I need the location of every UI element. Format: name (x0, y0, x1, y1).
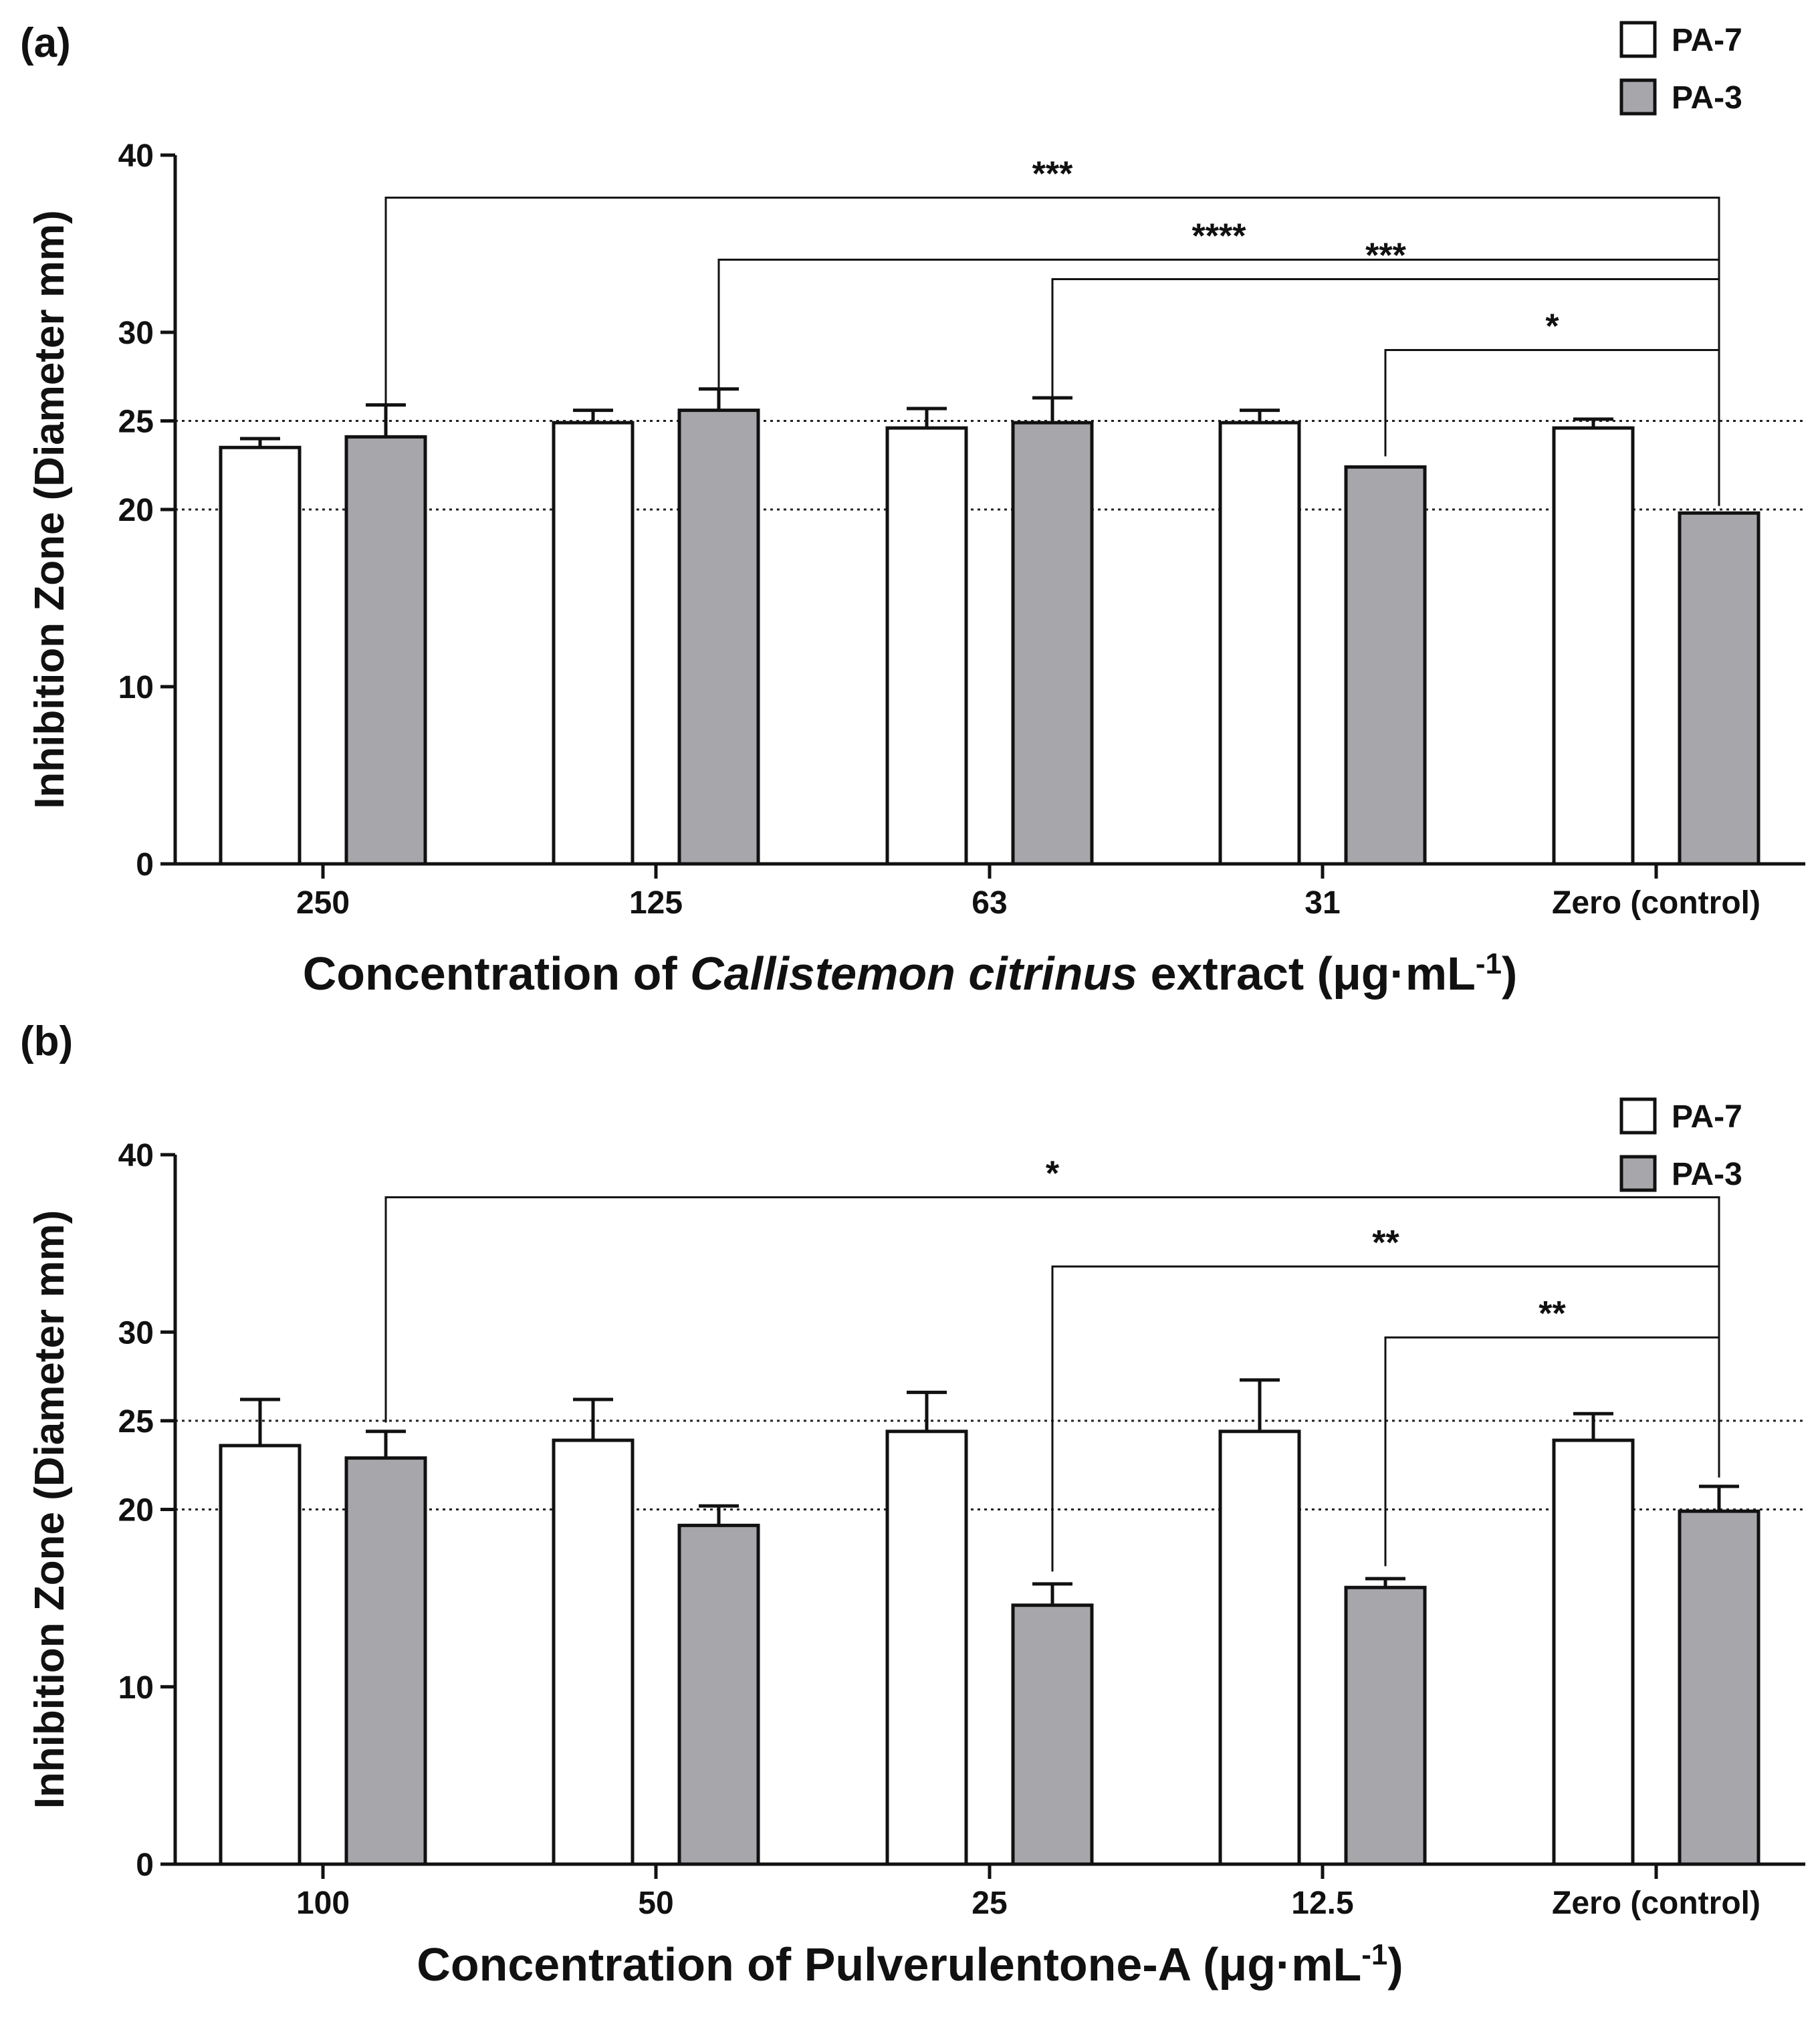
legend-swatch-pa-3 (1619, 1155, 1657, 1192)
x-axis-label-italic: Callistemon citrinus (690, 947, 1137, 1000)
x-tick-label: 50 (638, 1886, 673, 1921)
bar-pa-3-250 (344, 435, 427, 866)
significance-label: *** (1365, 237, 1406, 275)
chart-panel-b: (b) 0 10 20 25 30 40 100 50 25 12.5 Zero (control) I… (20, 1018, 1805, 1991)
bar-pa-3-zero-control- (1678, 511, 1760, 866)
legend-label-pa-7: PA-7 (1672, 23, 1742, 58)
y-tick-label: 40 (118, 1138, 154, 1173)
significance-bracket (1384, 349, 1720, 506)
y-tick-label: 20 (118, 493, 154, 528)
bar-pa-3-125 (677, 409, 760, 866)
x-axis-label-sup: -1 (1476, 947, 1502, 980)
bar-pa-3-50 (677, 1523, 760, 1866)
significance-bracket (1051, 1265, 1720, 1572)
y-tick-label: 25 (118, 1404, 154, 1440)
legend-label-pa-3: PA-3 (1672, 1157, 1742, 1192)
bar-pa-3-63 (1011, 421, 1094, 866)
y-axis-label: Inhibition Zone (Diameter mm) (27, 1210, 73, 1809)
x-axis-label-before: Concentration of (303, 947, 690, 1000)
y-axis-label: Inhibition Zone (Diameter mm) (27, 210, 73, 809)
x-axis-label-close: ) (1502, 947, 1517, 1000)
x-axis-label-before: Concentration of Pulverulentone-A (μg·mL (417, 1938, 1361, 1991)
x-tick-label: 63 (972, 885, 1007, 921)
bar-pa-3-12.5 (1344, 1585, 1427, 1866)
bar-pa-7-125 (552, 421, 635, 866)
panel-label: (b) (20, 1018, 73, 1064)
x-tick-label: 31 (1304, 885, 1340, 921)
bar-pa-7-63 (885, 426, 968, 866)
legend-swatch-pa-7 (1619, 1097, 1657, 1135)
x-tick-label: 25 (972, 1886, 1007, 1921)
bar-pa-7-25 (885, 1430, 968, 1866)
y-tick-label: 0 (136, 1847, 154, 1883)
x-axis-label-sup: -1 (1361, 1938, 1387, 1971)
panel-label: (a) (20, 20, 71, 66)
x-axis-label: Concentration of Pulverulentone-A (μg·mL… (417, 1938, 1403, 1991)
x-tick-label: Zero (control) (1552, 1886, 1760, 1921)
significance-label: ** (1539, 1294, 1566, 1333)
significance-label: *** (1032, 155, 1073, 194)
x-tick-label: 100 (296, 1886, 350, 1921)
y-tick-label: 20 (118, 1493, 154, 1529)
significance-label: ** (1372, 1224, 1399, 1262)
x-axis-label-after: extract (μg·mL (1137, 947, 1476, 1000)
bar-pa-3-25 (1011, 1603, 1094, 1866)
bar-pa-7-31 (1218, 421, 1301, 866)
bar-pa-7-12.5 (1218, 1430, 1301, 1866)
x-tick-label: 125 (629, 885, 683, 921)
y-tick-label: 30 (118, 316, 154, 351)
legend-label-pa-7: PA-7 (1672, 1099, 1742, 1135)
bar-pa-7-50 (552, 1438, 635, 1866)
legend-swatch-pa-3 (1619, 78, 1657, 116)
significance-bracket (1051, 278, 1720, 399)
bar-pa-7-100 (219, 1444, 302, 1866)
legend-label-pa-3: PA-3 (1672, 80, 1742, 116)
bar-pa-3-zero-control- (1678, 1509, 1760, 1866)
y-tick-label: 0 (136, 847, 154, 883)
y-tick-label: 10 (118, 670, 154, 705)
significance-bracket (1384, 1336, 1720, 1567)
significance-label: **** (1192, 217, 1247, 255)
significance-label: * (1545, 308, 1559, 346)
bar-pa-3-31 (1344, 465, 1427, 866)
x-axis-label-close: ) (1387, 1938, 1403, 1991)
y-tick-label: 30 (118, 1315, 154, 1351)
legend-swatch-pa-7 (1619, 21, 1657, 58)
significance-label: * (1046, 1155, 1060, 1194)
x-tick-label: 250 (296, 885, 350, 921)
x-axis-label: Concentration of Callistemon citrinus ex… (303, 947, 1518, 1000)
bar-pa-7-zero-control- (1552, 426, 1635, 866)
x-tick-label: 12.5 (1291, 1886, 1353, 1921)
y-tick-label: 10 (118, 1670, 154, 1706)
x-tick-label: Zero (control) (1552, 885, 1760, 921)
bar-pa-7-zero-control- (1552, 1438, 1635, 1866)
y-tick-label: 25 (118, 405, 154, 440)
chart-panel-a: (a) 0 10 20 25 30 40 250 125 63 31 Zero (control) In… (20, 20, 1805, 1000)
bar-pa-3-100 (344, 1456, 427, 1866)
y-tick-label: 40 (118, 138, 154, 174)
bar-pa-7-250 (219, 445, 302, 866)
